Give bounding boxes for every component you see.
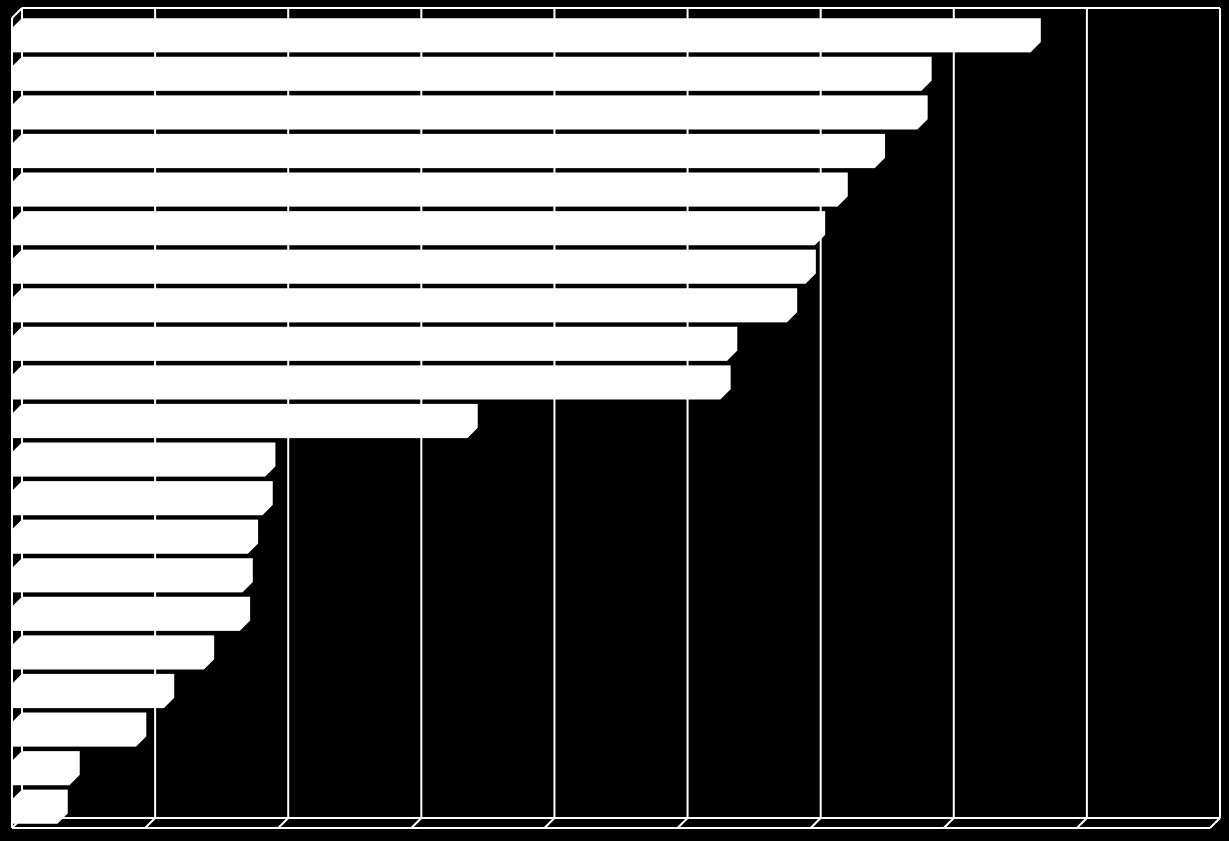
floor-gridline — [1076, 817, 1088, 829]
bar — [11, 673, 175, 709]
floor-gridline — [144, 817, 156, 829]
floor-gridline — [543, 817, 556, 829]
bar — [11, 249, 816, 284]
bar — [11, 365, 731, 400]
bar — [11, 712, 147, 747]
floor-gridline — [676, 817, 689, 829]
bar — [11, 95, 928, 130]
plot-frame — [11, 7, 1220, 829]
bar — [11, 56, 932, 91]
bar — [11, 558, 253, 593]
floor-gridline — [1209, 817, 1221, 829]
floor-gridline — [410, 817, 423, 829]
floor-gridline — [277, 817, 289, 829]
bar — [11, 596, 251, 631]
bar-series — [11, 18, 1041, 824]
floor-gridline — [809, 817, 822, 829]
bar — [11, 442, 276, 477]
bar — [11, 133, 886, 169]
bar — [11, 172, 848, 207]
bar — [11, 326, 738, 361]
bar — [11, 519, 259, 554]
bar — [11, 635, 215, 670]
floor-gridline — [943, 817, 955, 829]
bar — [11, 211, 826, 246]
bar — [11, 403, 478, 439]
axis-corner — [11, 7, 23, 19]
bar — [11, 751, 80, 786]
bar — [11, 481, 273, 516]
bar — [11, 18, 1041, 53]
bar — [11, 288, 798, 323]
